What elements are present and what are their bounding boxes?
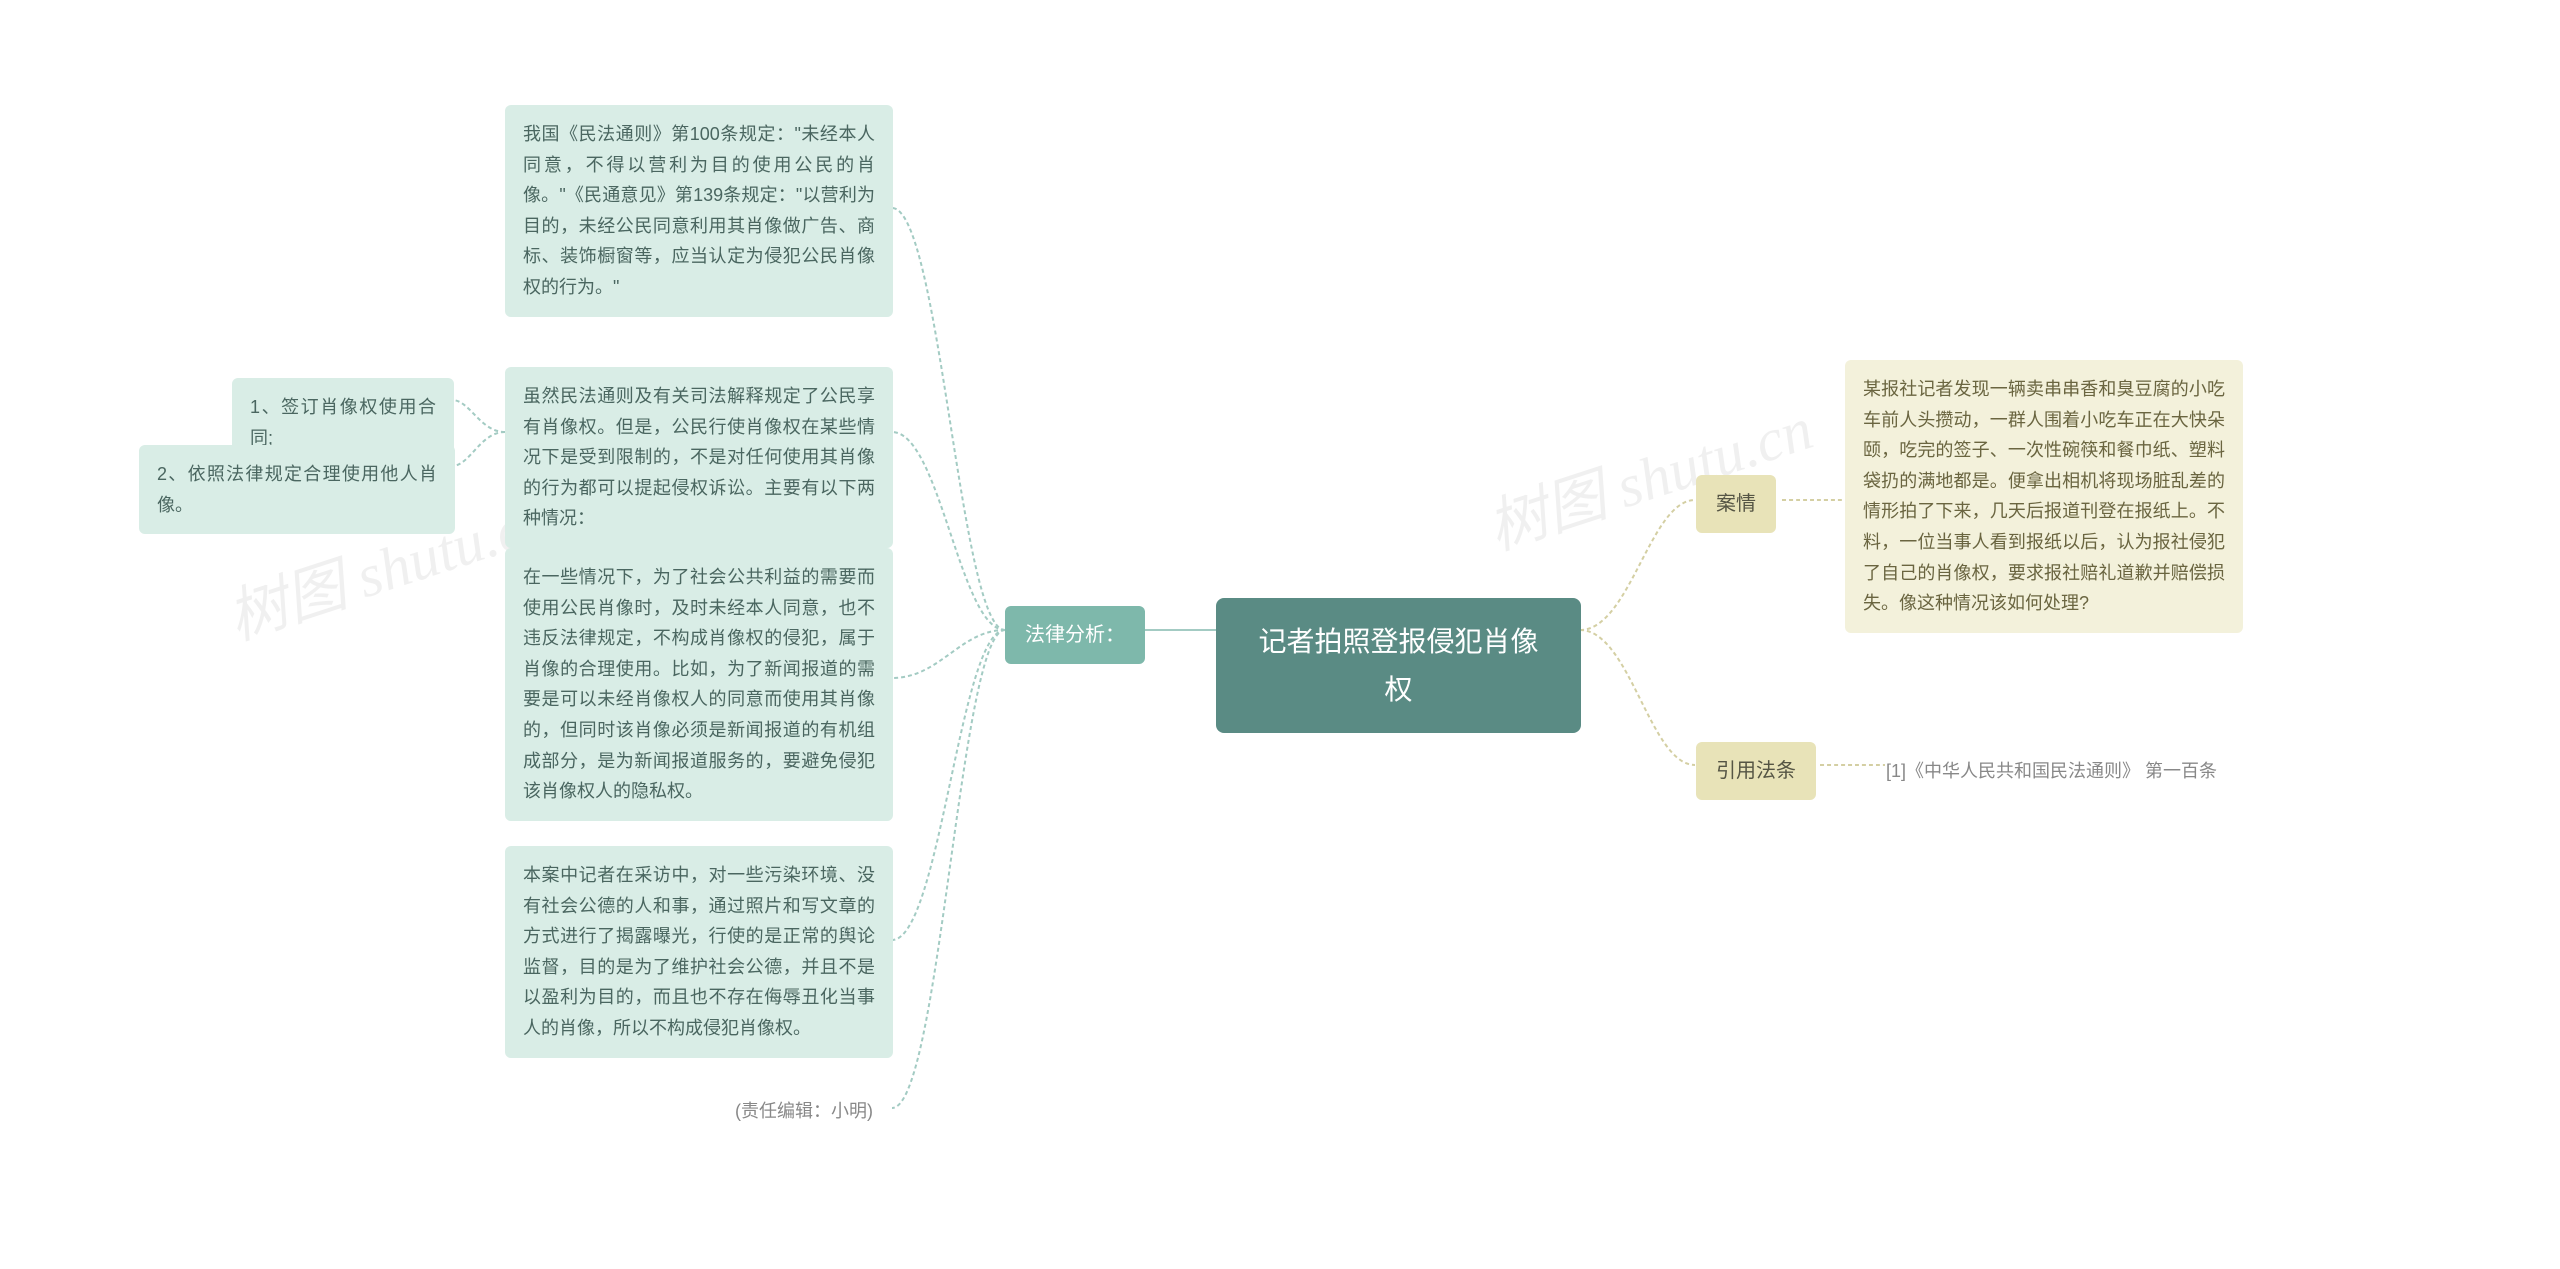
legal-block-1: 我国《民法通则》第100条规定："未经本人同意，不得以营利为目的使用公民的肖像。… <box>505 105 893 317</box>
legal-block-2-sub-2: 2、依照法律规定合理使用他人肖像。 <box>139 445 455 534</box>
legal-block-4: 本案中记者在采访中，对一些污染环境、没有社会公德的人和事，通过照片和写文章的方式… <box>505 846 893 1058</box>
watermark: 树图 shutu.cn <box>1475 380 1822 567</box>
case-label: 案情 <box>1696 475 1776 533</box>
law-label: 引用法条 <box>1696 742 1816 800</box>
legal-analysis-label: 法律分析： <box>1005 606 1145 664</box>
legal-block-3: 在一些情况下，为了社会公共利益的需要而使用公民肖像时，及时未经本人同意，也不违反… <box>505 548 893 821</box>
legal-block-2: 虽然民法通则及有关司法解释规定了公民享有肖像权。但是，公民行使肖像权在某些情况下… <box>505 367 893 548</box>
editor-credit: (责任编辑：小明) <box>735 1090 873 1133</box>
center-node: 记者拍照登报侵犯肖像权 <box>1216 598 1581 733</box>
law-citation: [1]《中华人民共和国民法通则》 第一百条 <box>1886 750 2217 793</box>
case-text: 某报社记者发现一辆卖串串香和臭豆腐的小吃车前人头攒动，一群人围着小吃车正在大快朵… <box>1845 360 2243 633</box>
